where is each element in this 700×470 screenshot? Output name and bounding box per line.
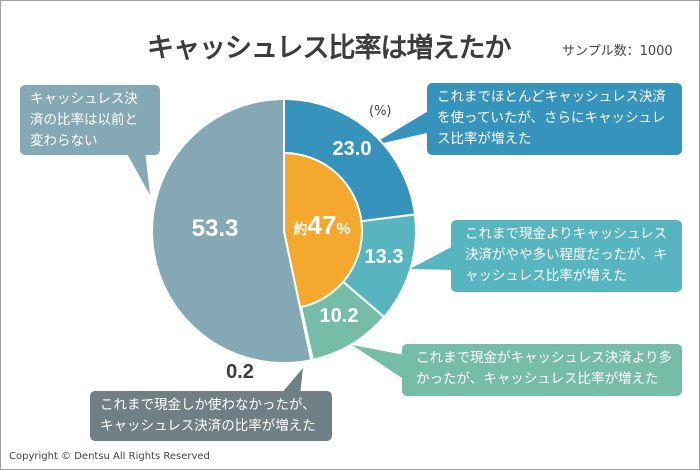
callout-pointer xyxy=(280,368,303,395)
inner-highlight-slice xyxy=(283,151,363,309)
data-label: 23.0 xyxy=(333,138,372,160)
data-label: 13.3 xyxy=(365,246,404,268)
pie-slice xyxy=(151,97,313,364)
callout-slightly-more-cashless: これまで現金よりキャッシュレス決済がやや多い程度だったが、キャッシュレス比率が増… xyxy=(451,220,682,292)
callout-pointer xyxy=(125,150,150,195)
callout-pointer xyxy=(352,345,405,380)
callout-mostly-cashless: これまでほとんどキャッシュレス決済を使っていたが、さらにキャッシュレス比率が増え… xyxy=(427,83,682,155)
unit-label: (%) xyxy=(369,104,392,119)
callout-pointer xyxy=(410,245,455,270)
copyright: Copyright © Dentsu All Rights Reserved xyxy=(9,451,210,462)
callout-cash-only: これまで現金しか使わなかったが、キャッシュレス決済の比率が増えた xyxy=(90,391,332,441)
sample-size: サンプル数：1000 xyxy=(562,44,673,59)
center-label: 約47% xyxy=(293,210,350,240)
data-label: 0.2 xyxy=(226,361,254,383)
data-label: 53.3 xyxy=(192,215,239,242)
data-label: 10.2 xyxy=(320,305,359,327)
callout-more-cash: これまで現金がキャッシュレス決済より多かったが、キャッシュレス比率が増えた xyxy=(402,344,682,396)
chart-title: キャッシュレス比率は増えたか xyxy=(147,33,511,64)
callout-unchanged: キャッシュレス決済の比率は以前と変わらない xyxy=(20,85,160,155)
callout-pointer xyxy=(370,110,440,146)
